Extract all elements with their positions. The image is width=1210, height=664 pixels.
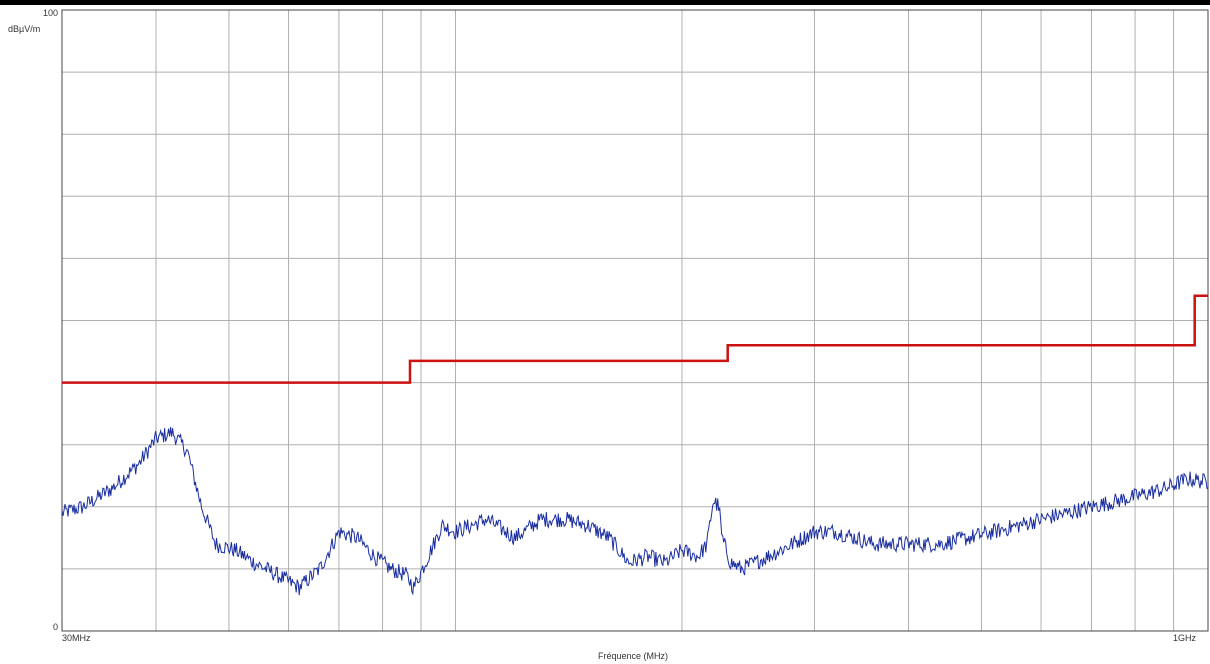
y-tick-top: 100 xyxy=(43,8,58,18)
series-limit-line xyxy=(62,294,1208,384)
x-axis-label: Fréquence (MHz) xyxy=(598,651,668,661)
top-border xyxy=(0,0,1210,5)
x-tick-end: 1GHz xyxy=(1173,633,1197,643)
x-tick-start: 30MHz xyxy=(62,633,91,643)
y-tick-bottom: 0 xyxy=(53,622,58,632)
series-layer xyxy=(61,294,1209,596)
plot-frame xyxy=(61,9,1209,632)
series-measurement-trace xyxy=(61,426,1209,596)
y-axis-label: dBµV/m xyxy=(8,24,40,34)
grid xyxy=(62,10,1208,631)
